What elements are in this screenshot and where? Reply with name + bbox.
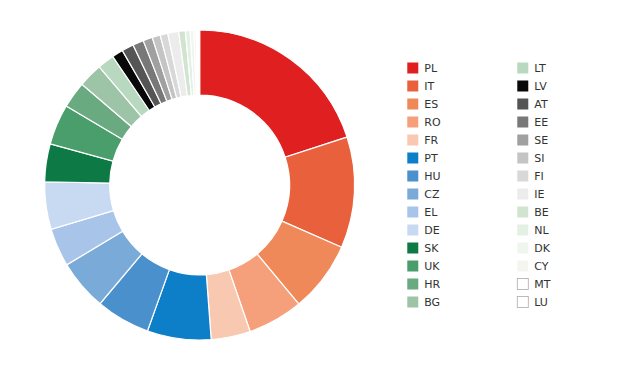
legend-label: LT [534,62,546,75]
legend-label: HU [424,170,440,183]
legend-swatch [407,81,418,92]
legend-label: LU [534,296,548,309]
legend-swatch [407,135,418,146]
legend-swatch [407,153,418,164]
legend-swatch [517,243,528,254]
legend-label: SI [534,152,544,165]
legend-label: SE [534,134,548,147]
legend-swatch [517,153,528,164]
legend-swatch [407,297,418,308]
legend-swatch [407,171,418,182]
legend-label: AT [534,98,548,111]
donut-slice [198,30,199,95]
legend-label: IT [424,80,434,93]
legend-swatch [517,117,528,128]
legend-label: DK [534,242,550,255]
legend-swatch [407,63,418,74]
legend-swatch [407,99,418,110]
legend-swatch [407,207,418,218]
legend-label: PT [424,152,438,165]
legend-swatch [517,207,528,218]
slices [45,30,355,340]
legend-label: MT [534,278,550,291]
legend-swatch [517,81,528,92]
legend-label: EE [534,116,548,129]
legend-swatch [517,297,528,308]
legend-label: PL [424,62,438,75]
legend-label: BG [424,296,440,309]
legend-label: SK [424,242,439,255]
legend-label: NL [534,224,549,237]
legend-swatch [517,171,528,182]
chart-svg: PL IT ES RO FR PT HU CZ EL DE SK UK HR BG LT LV AT EE SE SI… [0,0,644,370]
legend: PL IT ES RO FR PT HU CZ EL DE SK UK HR BG LT LV AT EE SE SI… [407,62,550,309]
legend-label: UK [424,260,440,273]
legend-swatch [407,225,418,236]
legend-swatch [407,189,418,200]
legend-label: EL [424,206,438,219]
legend-label: CZ [424,188,440,201]
chart-container: PL IT ES RO FR PT HU CZ EL DE SK UK HR BG LT LV AT EE SE SI… [0,0,644,370]
donut-slice [45,182,114,230]
donut-slice [196,30,199,95]
legend-swatch [517,261,528,272]
legend-label: BE [534,206,549,219]
legend-swatch [517,279,528,290]
legend-label: FR [424,134,438,147]
legend-label: CY [534,260,548,273]
legend-swatch [517,99,528,110]
legend-label: RO [424,116,441,129]
background [0,0,644,370]
legend-swatch [407,117,418,128]
legend-swatch [517,135,528,146]
legend-label: FI [534,170,544,183]
legend-label: LV [534,80,547,93]
legend-label: ES [424,98,438,111]
legend-label: DE [424,224,439,237]
donut-slice [206,270,250,340]
legend-swatch [407,279,418,290]
legend-label: HR [424,278,440,291]
legend-swatch [517,189,528,200]
legend-swatch [517,63,528,74]
legend-label: IE [534,188,544,201]
donut-slice [200,30,347,157]
legend-swatch [407,243,418,254]
legend-swatch [517,225,528,236]
legend-swatch [407,261,418,272]
